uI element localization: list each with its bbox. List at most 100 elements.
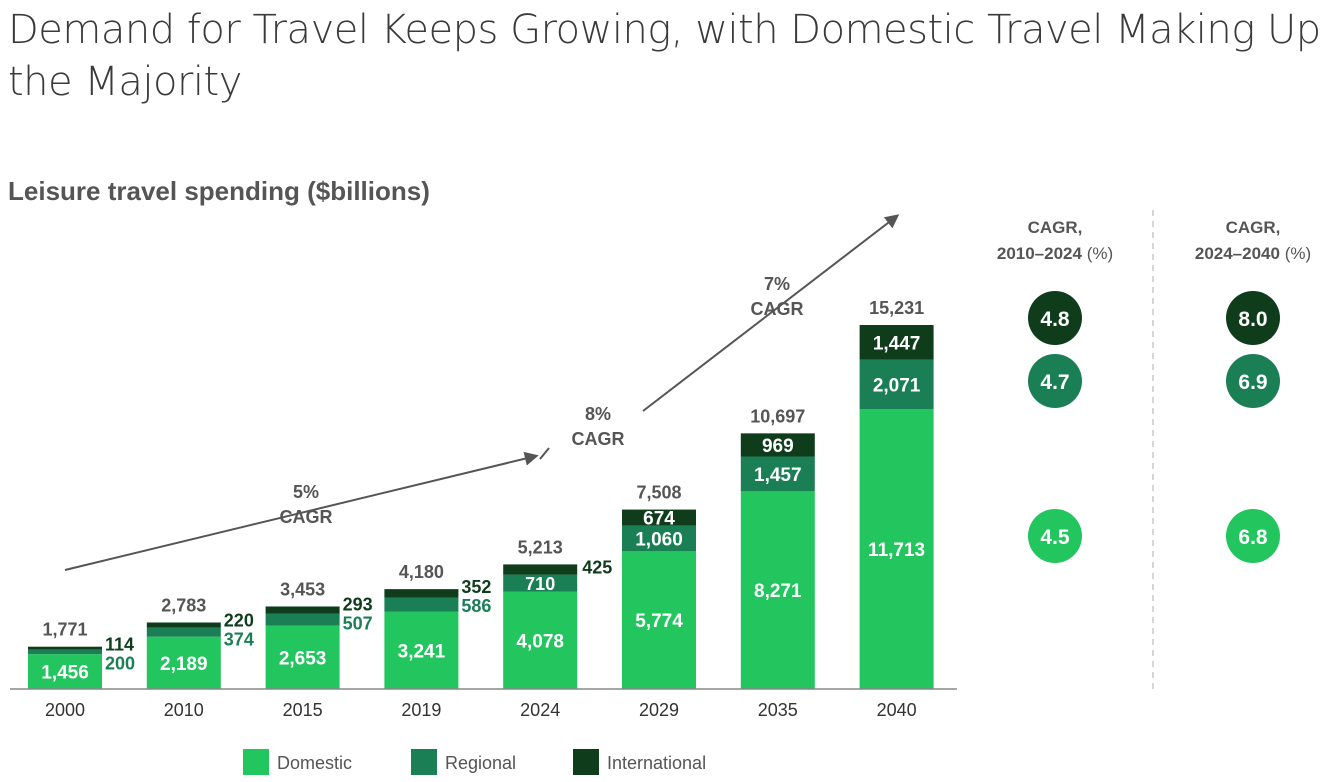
legend-swatch-regional	[411, 749, 437, 775]
cagr-circle-regional-2	[1226, 354, 1280, 408]
bar-regional-2000	[28, 649, 102, 655]
bar-domestic-2010	[146, 636, 221, 689]
value-label-international-2010: 220	[224, 610, 254, 630]
total-label-2035: 10,697	[750, 406, 805, 426]
x-tick-2040: 2040	[877, 700, 917, 720]
value-label-international-2035: 969	[762, 436, 794, 457]
bar-international-2000	[28, 646, 102, 650]
bar-domestic-2019	[384, 611, 459, 689]
trend-arrow-stub	[539, 447, 550, 460]
bar-regional-2040	[859, 359, 934, 410]
bar-domestic-2024	[503, 591, 578, 689]
cagr-circle-regional-1	[1028, 354, 1082, 408]
value-label-domestic-2000: 1,456	[41, 663, 89, 684]
bar-regional-2015	[265, 613, 340, 626]
value-label-international-2000: 114	[105, 635, 134, 655]
value-label-domestic-2019: 3,241	[398, 641, 446, 662]
bar-international-2019	[384, 589, 459, 598]
bar-domestic-2015	[265, 625, 340, 689]
value-label-international-2024: 425	[582, 557, 612, 577]
page-title: Demand for Travel Keeps Growing, with Do…	[8, 7, 1321, 105]
cagr-circle-international-1	[1028, 291, 1082, 345]
cagr-value-regional-2: 6.9	[1238, 371, 1267, 394]
chart-subtitle: Leisure travel spending ($billions)	[8, 176, 430, 206]
legend-swatch-international	[573, 749, 599, 775]
value-label-regional-2019: 586	[461, 596, 491, 616]
cagr-circle-international-2	[1226, 291, 1280, 345]
bar-international-2010	[146, 622, 221, 628]
bar-domestic-2000	[28, 654, 102, 689]
cagr-col2-header-line1: CAGR,	[1226, 218, 1281, 237]
value-label-domestic-2035: 8,271	[754, 581, 802, 602]
bars-group	[28, 325, 934, 689]
total-label-2029: 7,508	[636, 483, 681, 503]
value-label-domestic-2015: 2,653	[279, 648, 327, 669]
value-label-domestic-2024: 4,078	[516, 631, 564, 652]
x-tick-2010: 2010	[164, 700, 204, 720]
cagr-circle-domestic-2	[1226, 509, 1280, 563]
cagr-trend-arrows: 5% CAGR 8% CAGR 7% CAGR	[64, 214, 900, 571]
legend-label-international: International	[607, 753, 706, 773]
x-tick-2015: 2015	[283, 700, 323, 720]
value-label-regional-2035: 1,457	[754, 465, 802, 486]
x-tick-2000: 2000	[45, 700, 85, 720]
bar-domestic-2035	[740, 491, 815, 689]
x-tick-2019: 2019	[401, 700, 441, 720]
cagr-value-international-1: 4.8	[1040, 308, 1070, 331]
annotation-1-pct: 5%	[293, 482, 319, 502]
legend: Domestic Regional International	[243, 749, 706, 775]
trend-arrow-2	[642, 214, 900, 412]
total-label-2000: 1,771	[42, 620, 87, 640]
value-label-domestic-2040: 11,713	[868, 540, 925, 561]
bar-international-2040	[859, 325, 934, 360]
value-label-international-2029: 674	[643, 509, 675, 530]
value-label-regional-2029: 1,060	[635, 529, 683, 550]
cagr-table: CAGR, 2010–2024 (%) CAGR, 2024–2040 (%) …	[997, 218, 1311, 563]
cagr-col1-header-line1: CAGR,	[1028, 218, 1083, 237]
bar-international-2024	[503, 564, 578, 575]
bar-international-2029	[622, 509, 696, 526]
annotation-1-label: CAGR	[280, 507, 333, 527]
trend-arrow-1	[64, 451, 539, 571]
cagr-value-international-2: 8.0	[1238, 308, 1267, 331]
annotation-2-pct: 8%	[585, 404, 611, 424]
value-label-regional-2000: 200	[105, 654, 135, 674]
value-label-international-2015: 293	[343, 594, 373, 614]
value-label-regional-2024: 710	[525, 574, 555, 594]
bar-regional-2029	[622, 525, 696, 552]
cagr-value-domestic-1: 4.5	[1040, 526, 1070, 549]
value-label-regional-2010: 374	[224, 629, 254, 649]
cagr-col1-period: 2010–2024	[997, 244, 1083, 263]
value-label-regional-2040: 2,071	[873, 375, 921, 396]
value-label-domestic-2029: 5,774	[635, 611, 683, 632]
x-tick-2029: 2029	[639, 700, 679, 720]
bar-international-2015	[265, 606, 340, 614]
cagr-value-domestic-2: 6.8	[1238, 526, 1268, 549]
legend-swatch-domestic	[243, 749, 269, 775]
legend-label-domestic: Domestic	[277, 753, 352, 773]
bar-regional-2019	[384, 597, 459, 612]
total-label-2024: 5,213	[518, 537, 563, 557]
total-label-2010: 2,783	[161, 595, 206, 615]
cagr-col2-period: 2024–2040	[1195, 244, 1280, 263]
total-label-2040: 15,231	[869, 298, 924, 318]
bar-regional-2035	[740, 456, 815, 492]
bar-regional-2024	[503, 574, 578, 592]
bar-international-2035	[740, 433, 815, 457]
bar-domestic-2040	[859, 409, 934, 689]
total-label-2019: 4,180	[399, 562, 444, 582]
annotation-3-pct: 7%	[764, 274, 790, 294]
value-label-international-2019: 352	[461, 577, 491, 597]
x-tick-2035: 2035	[758, 700, 798, 720]
cagr-col1-header-line2: 2010–2024 (%)	[997, 244, 1113, 263]
annotation-3-label: CAGR	[751, 299, 804, 319]
cagr-col1-unit: (%)	[1087, 244, 1113, 263]
cagr-col2-unit: (%)	[1285, 244, 1311, 263]
bar-domestic-2029	[622, 551, 696, 689]
bar-regional-2010	[146, 627, 221, 637]
x-tick-2024: 2024	[520, 700, 560, 720]
cagr-value-regional-1: 4.7	[1040, 371, 1069, 394]
total-label-2015: 3,453	[280, 579, 325, 599]
cagr-col2-header-line2: 2024–2040 (%)	[1195, 244, 1311, 263]
